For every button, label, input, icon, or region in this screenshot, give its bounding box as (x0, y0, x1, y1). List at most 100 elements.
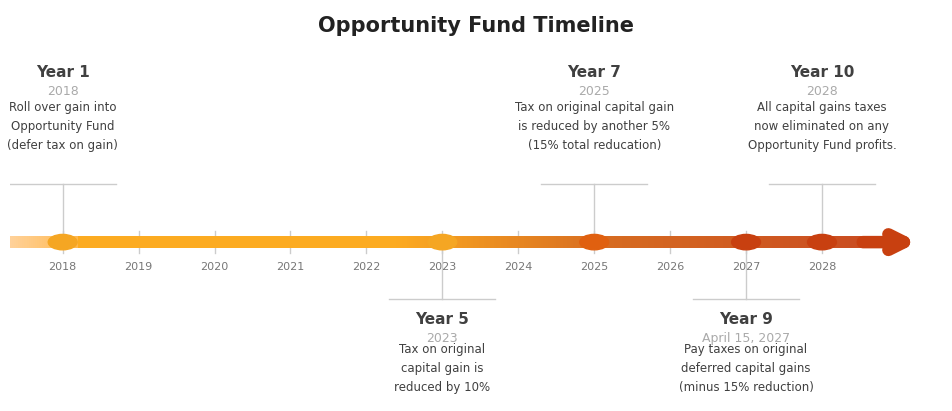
Bar (362, 236, 364, 248)
Bar (649, 236, 652, 248)
Bar (415, 236, 417, 248)
Text: Opportunity Fund Timeline: Opportunity Fund Timeline (318, 16, 634, 36)
Bar (202, 236, 204, 248)
Bar (25, 236, 27, 248)
Bar (131, 236, 133, 248)
Bar (419, 236, 422, 248)
Bar (697, 236, 699, 248)
Bar (10, 236, 12, 248)
Bar (216, 236, 219, 248)
Text: 2026: 2026 (655, 262, 684, 272)
Bar (407, 236, 408, 248)
Bar (405, 236, 407, 248)
Bar (199, 236, 202, 248)
Bar (560, 236, 563, 248)
Bar (458, 236, 460, 248)
Bar (506, 236, 509, 248)
Bar (295, 236, 298, 248)
Bar (543, 236, 545, 248)
Bar (565, 236, 566, 248)
Bar (338, 236, 341, 248)
Bar (771, 236, 774, 248)
Bar (524, 236, 526, 248)
Bar (532, 236, 535, 248)
Bar (183, 236, 185, 248)
Bar (624, 236, 626, 248)
Bar (159, 236, 161, 248)
Bar (709, 236, 712, 248)
Bar (137, 236, 140, 248)
Bar (432, 236, 434, 248)
Bar (427, 236, 430, 248)
Bar (577, 236, 580, 248)
Bar (355, 236, 358, 248)
Bar (818, 236, 821, 248)
Bar (728, 236, 731, 248)
Bar (722, 236, 724, 248)
Bar (566, 236, 569, 248)
Bar (685, 236, 688, 248)
Bar (688, 236, 690, 248)
Bar (850, 236, 853, 248)
Bar (549, 236, 552, 248)
Bar (446, 236, 449, 248)
Bar (479, 236, 482, 248)
Bar (775, 236, 778, 248)
Bar (596, 236, 599, 248)
Bar (660, 236, 663, 248)
Bar (769, 236, 771, 248)
Bar (837, 236, 840, 248)
Bar (169, 236, 172, 248)
Bar (266, 236, 268, 248)
Bar (792, 236, 795, 248)
Bar (75, 236, 78, 248)
Bar (780, 236, 783, 248)
Bar (713, 236, 716, 248)
Bar (553, 236, 556, 248)
Ellipse shape (579, 234, 608, 250)
Bar (534, 236, 537, 248)
Bar (163, 236, 166, 248)
Bar (464, 236, 466, 248)
Bar (289, 236, 291, 248)
Bar (773, 236, 776, 248)
Bar (323, 236, 326, 248)
Bar (16, 236, 18, 248)
Bar (828, 236, 831, 248)
Bar (656, 236, 659, 248)
Bar (750, 236, 752, 248)
Bar (466, 236, 468, 248)
Bar (180, 236, 183, 248)
Bar (486, 236, 487, 248)
Bar (231, 236, 234, 248)
Bar (144, 236, 147, 248)
Bar (445, 236, 447, 248)
Bar (106, 236, 108, 248)
Bar (522, 236, 524, 248)
Bar (759, 236, 761, 248)
Bar (334, 236, 336, 248)
Bar (11, 236, 14, 248)
Bar (398, 236, 400, 248)
Bar (210, 236, 212, 248)
Bar (690, 236, 692, 248)
Bar (157, 236, 159, 248)
Bar (99, 236, 102, 248)
Bar (150, 236, 153, 248)
Bar (783, 236, 786, 248)
Bar (455, 236, 458, 248)
Bar (383, 236, 386, 248)
Bar (733, 236, 735, 248)
Bar (547, 236, 549, 248)
Bar (630, 236, 633, 248)
Bar (18, 236, 21, 248)
Bar (803, 236, 805, 248)
Bar (658, 236, 661, 248)
Bar (556, 236, 558, 248)
Text: 2022: 2022 (352, 262, 380, 272)
Bar (763, 236, 765, 248)
Bar (37, 236, 40, 248)
Text: April 15, 2027: April 15, 2027 (702, 332, 789, 345)
Bar (491, 236, 494, 248)
Bar (59, 236, 61, 248)
